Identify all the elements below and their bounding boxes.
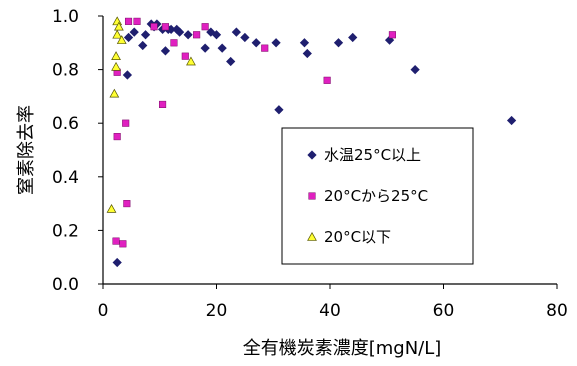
data-point-triangle xyxy=(111,61,121,71)
data-point-diamond xyxy=(129,27,139,37)
data-point-diamond xyxy=(384,35,395,45)
data-point-square xyxy=(133,17,141,25)
data-point-triangle xyxy=(186,56,196,66)
data-point-diamond xyxy=(211,30,222,40)
data-point-diamond xyxy=(174,27,185,37)
data-point-triangle xyxy=(109,88,120,98)
data-point-square xyxy=(181,52,189,60)
data-point-diamond xyxy=(251,38,261,48)
data-point-diamond xyxy=(302,48,312,59)
data-point-diamond xyxy=(333,38,344,48)
legend-marker-diamond xyxy=(307,150,317,160)
x-tick-label: 0 xyxy=(98,301,109,321)
data-point-square xyxy=(124,17,133,25)
tick-labels: 0.0 0.2 0.4 0.6 0.8 1.0 0 20 40 60 80 xyxy=(52,7,568,321)
legend: 水温25°C以上 20°Cから25°C 20°C以下 xyxy=(281,127,474,265)
data-point-triangle xyxy=(111,51,121,60)
data-point-square xyxy=(193,31,201,39)
y-tick-label: 1.0 xyxy=(52,7,79,27)
data-point-triangle xyxy=(112,16,123,26)
data-point-diamond xyxy=(274,105,284,115)
data-point-square xyxy=(150,23,158,31)
y-tick-label: 0.0 xyxy=(52,275,79,295)
data-point-diamond xyxy=(226,56,236,67)
legend-marker-square xyxy=(308,192,316,200)
data-points xyxy=(106,16,517,268)
data-point-triangle xyxy=(106,203,117,213)
data-point-triangle xyxy=(113,21,124,31)
x-tick-label: 20 xyxy=(206,301,228,321)
series-triangle xyxy=(106,16,196,213)
data-point-diamond xyxy=(138,40,148,51)
data-point-square xyxy=(119,240,127,248)
y-tick-label: 0.8 xyxy=(52,61,79,81)
data-point-diamond xyxy=(183,30,193,40)
data-point-triangle xyxy=(116,35,127,44)
data-point-square xyxy=(112,237,120,245)
data-point-diamond xyxy=(271,38,281,48)
data-point-diamond xyxy=(112,257,122,268)
data-point-diamond xyxy=(122,70,133,80)
y-tick-label: 0.4 xyxy=(52,168,79,188)
y-tick-label: 0.6 xyxy=(52,114,79,134)
data-point-diamond xyxy=(231,27,241,37)
data-point-diamond xyxy=(160,46,171,56)
legend-marker-triangle xyxy=(307,231,317,241)
data-point-triangle xyxy=(112,29,123,39)
data-point-diamond xyxy=(348,32,358,43)
data-point-square xyxy=(170,39,178,47)
x-tick-label: 80 xyxy=(546,301,568,321)
legend-label: 水温25°C以上 xyxy=(324,146,421,164)
data-point-square xyxy=(122,119,130,127)
data-point-square xyxy=(123,200,131,208)
legend-label: 20°C以下 xyxy=(324,228,391,246)
data-point-diamond xyxy=(217,43,227,53)
data-point-diamond xyxy=(299,38,310,48)
data-point-diamond xyxy=(200,43,210,53)
y-axis-label: 窒素除去率 xyxy=(16,105,37,195)
x-axis-label: 全有機炭素濃度[mgN/L] xyxy=(243,338,442,359)
data-point-diamond xyxy=(140,30,151,40)
data-point-square xyxy=(388,31,396,39)
data-point-square xyxy=(201,23,209,31)
data-point-diamond xyxy=(410,64,420,75)
x-tick-label: 40 xyxy=(319,301,341,321)
legend-label: 20°Cから25°C xyxy=(324,187,428,205)
y-tick-label: 0.2 xyxy=(52,221,79,241)
data-point-square xyxy=(159,100,167,108)
series-square xyxy=(112,17,396,248)
data-point-square xyxy=(161,23,169,31)
data-point-square xyxy=(323,76,331,84)
data-point-square xyxy=(113,133,121,141)
data-point-diamond xyxy=(240,32,250,43)
x-tick-label: 60 xyxy=(433,301,455,321)
data-point-square xyxy=(261,44,269,52)
data-point-diamond xyxy=(123,32,134,43)
data-point-diamond xyxy=(506,115,517,126)
